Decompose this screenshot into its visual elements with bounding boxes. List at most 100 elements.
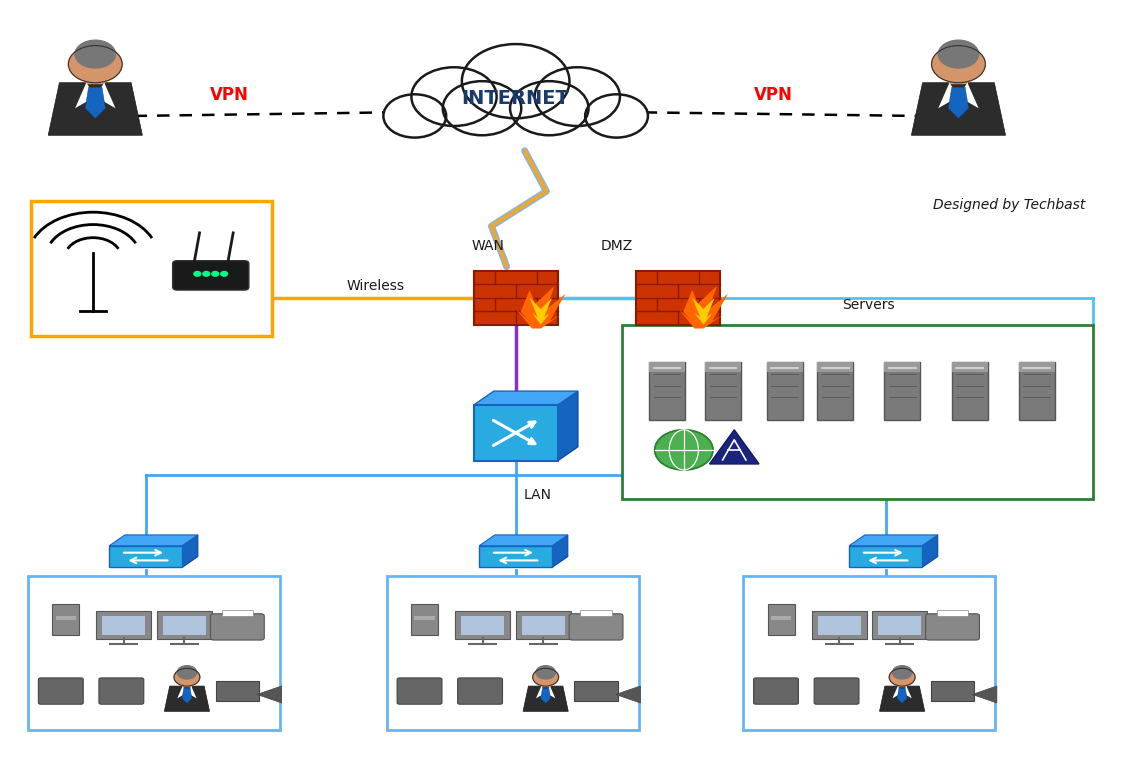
Polygon shape: [480, 535, 568, 546]
Circle shape: [174, 669, 200, 686]
Circle shape: [535, 67, 620, 126]
Polygon shape: [892, 686, 902, 698]
Polygon shape: [75, 83, 95, 108]
Circle shape: [889, 669, 915, 686]
FancyBboxPatch shape: [743, 576, 995, 730]
FancyBboxPatch shape: [222, 610, 253, 616]
Polygon shape: [958, 83, 979, 108]
Polygon shape: [615, 686, 640, 703]
FancyBboxPatch shape: [884, 362, 920, 372]
Polygon shape: [938, 83, 958, 108]
Circle shape: [655, 430, 713, 470]
FancyBboxPatch shape: [110, 546, 182, 567]
FancyBboxPatch shape: [409, 100, 622, 143]
FancyBboxPatch shape: [211, 614, 265, 640]
FancyBboxPatch shape: [102, 615, 146, 635]
FancyBboxPatch shape: [637, 271, 720, 325]
FancyBboxPatch shape: [1019, 362, 1055, 420]
Polygon shape: [710, 430, 759, 464]
Polygon shape: [165, 686, 210, 711]
FancyBboxPatch shape: [930, 681, 974, 701]
Circle shape: [536, 666, 555, 679]
FancyBboxPatch shape: [768, 604, 795, 635]
Text: Wireless: Wireless: [346, 279, 405, 293]
Polygon shape: [177, 686, 187, 698]
Circle shape: [443, 81, 521, 135]
FancyBboxPatch shape: [884, 362, 920, 420]
FancyBboxPatch shape: [56, 615, 76, 620]
Polygon shape: [182, 535, 198, 567]
Circle shape: [221, 271, 228, 276]
Circle shape: [938, 40, 979, 68]
FancyBboxPatch shape: [480, 546, 552, 567]
FancyBboxPatch shape: [569, 614, 623, 640]
FancyBboxPatch shape: [163, 615, 206, 635]
FancyBboxPatch shape: [387, 576, 639, 730]
FancyBboxPatch shape: [574, 681, 618, 701]
Circle shape: [177, 666, 196, 679]
FancyBboxPatch shape: [753, 678, 798, 704]
Circle shape: [411, 67, 497, 126]
Polygon shape: [911, 83, 1006, 135]
FancyBboxPatch shape: [812, 611, 867, 639]
Circle shape: [585, 94, 648, 138]
FancyBboxPatch shape: [173, 261, 249, 290]
Polygon shape: [546, 686, 555, 698]
FancyBboxPatch shape: [771, 615, 791, 620]
FancyBboxPatch shape: [521, 615, 565, 635]
FancyBboxPatch shape: [99, 678, 143, 704]
FancyBboxPatch shape: [649, 362, 685, 372]
FancyBboxPatch shape: [215, 681, 259, 701]
Polygon shape: [530, 298, 553, 325]
Polygon shape: [85, 87, 105, 118]
Polygon shape: [902, 686, 911, 698]
FancyBboxPatch shape: [1019, 362, 1055, 372]
Circle shape: [203, 271, 210, 276]
Polygon shape: [679, 286, 729, 329]
Polygon shape: [558, 391, 578, 461]
Text: VPN: VPN: [211, 87, 249, 104]
Polygon shape: [897, 688, 907, 703]
FancyBboxPatch shape: [461, 615, 504, 635]
FancyBboxPatch shape: [937, 610, 969, 616]
FancyBboxPatch shape: [817, 362, 853, 372]
Circle shape: [75, 40, 115, 68]
FancyBboxPatch shape: [814, 678, 859, 704]
Polygon shape: [182, 688, 192, 703]
Text: Servers: Servers: [843, 298, 895, 312]
FancyBboxPatch shape: [817, 615, 861, 635]
FancyBboxPatch shape: [457, 678, 502, 704]
FancyBboxPatch shape: [817, 362, 853, 420]
Polygon shape: [923, 535, 937, 567]
Polygon shape: [95, 83, 115, 108]
FancyBboxPatch shape: [157, 611, 212, 639]
Polygon shape: [516, 286, 566, 329]
FancyBboxPatch shape: [850, 546, 923, 567]
Text: INTERNET: INTERNET: [462, 90, 569, 108]
Text: DMZ: DMZ: [601, 239, 632, 253]
Polygon shape: [948, 87, 969, 118]
FancyBboxPatch shape: [926, 614, 980, 640]
FancyBboxPatch shape: [397, 678, 442, 704]
Polygon shape: [110, 535, 198, 546]
Bar: [898, 680, 907, 686]
Polygon shape: [187, 686, 196, 698]
FancyBboxPatch shape: [952, 362, 988, 420]
Bar: [949, 70, 967, 83]
FancyBboxPatch shape: [705, 362, 741, 420]
Polygon shape: [257, 686, 281, 703]
FancyBboxPatch shape: [28, 576, 280, 730]
Text: Designed by Techbast: Designed by Techbast: [933, 198, 1085, 212]
FancyBboxPatch shape: [952, 362, 988, 372]
Text: WAN: WAN: [471, 239, 504, 253]
Circle shape: [383, 94, 446, 138]
FancyBboxPatch shape: [649, 362, 685, 420]
Polygon shape: [880, 686, 925, 711]
FancyBboxPatch shape: [878, 615, 921, 635]
FancyBboxPatch shape: [38, 678, 83, 704]
Text: LAN: LAN: [525, 488, 552, 502]
FancyBboxPatch shape: [474, 271, 558, 325]
Polygon shape: [474, 391, 578, 405]
Circle shape: [532, 669, 558, 686]
Circle shape: [462, 44, 569, 118]
